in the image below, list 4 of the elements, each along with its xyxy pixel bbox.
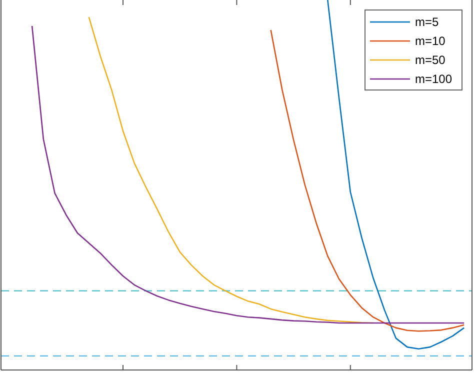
legend-label: m=10 (415, 34, 446, 48)
legend-label: m=100 (415, 72, 452, 86)
legend-label: m=50 (415, 53, 446, 67)
legend-label: m=5 (415, 15, 440, 29)
